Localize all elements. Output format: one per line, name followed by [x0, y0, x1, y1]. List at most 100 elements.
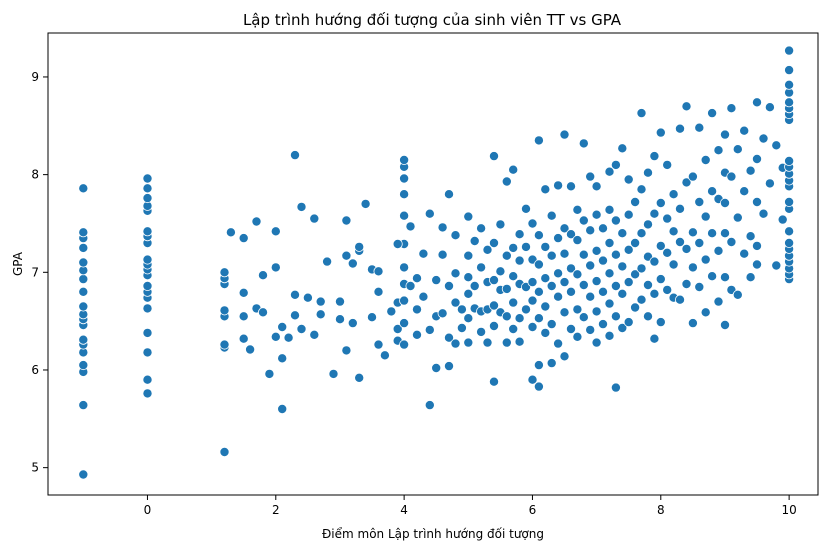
scatter-point: [591, 306, 602, 317]
scatter-point: [572, 304, 583, 315]
scatter-point: [636, 184, 647, 195]
scatter-point: [636, 294, 647, 305]
scatter-point: [482, 244, 493, 255]
scatter-point: [553, 338, 564, 349]
scatter-point: [649, 256, 660, 267]
scatter-point: [508, 323, 519, 334]
scatter-point: [527, 321, 538, 332]
scatter-point: [585, 225, 596, 236]
scatter-point: [257, 307, 268, 318]
x-axis-ticks: 0 2 4 6 8 10: [144, 495, 797, 517]
scatter-point: [476, 262, 487, 273]
scatter-point: [488, 237, 499, 248]
scatter-point: [533, 286, 544, 297]
scatter-point: [225, 227, 236, 238]
scatter-point: [687, 227, 698, 238]
scatter-point: [559, 248, 570, 259]
scatter-point: [726, 236, 737, 247]
scatter-point: [78, 286, 89, 297]
scatter-point: [514, 255, 525, 266]
scatter-point: [469, 235, 480, 246]
scatter-point: [752, 259, 763, 270]
scatter-point: [591, 245, 602, 256]
scatter-point: [649, 208, 660, 219]
y-tick-label: 7: [31, 265, 39, 279]
scatter-point: [649, 288, 660, 299]
scatter-point: [296, 323, 307, 334]
scatter-point: [752, 196, 763, 207]
scatter-point: [488, 300, 499, 311]
scatter-point: [142, 374, 153, 385]
scatter-point: [482, 337, 493, 348]
scatter-point: [521, 241, 532, 252]
scatter-point: [784, 155, 795, 166]
scatter-point: [78, 242, 89, 253]
scatter-point: [604, 298, 615, 309]
scatter-point: [270, 262, 281, 273]
scatter-point: [636, 228, 647, 239]
scatter-point: [720, 228, 731, 239]
scatter-point: [219, 446, 230, 457]
scatter-point: [566, 286, 577, 297]
scatter-point: [700, 154, 711, 165]
scatter-point: [617, 228, 628, 239]
scatter-point: [687, 171, 698, 182]
scatter-point: [476, 326, 487, 337]
scatter-point: [527, 277, 538, 288]
scatter-point: [508, 164, 519, 175]
scatter-point: [578, 138, 589, 149]
scatter-point: [720, 129, 731, 140]
scatter-point: [559, 307, 570, 318]
scatter-point: [700, 211, 711, 222]
scatter-point: [142, 183, 153, 194]
scatter-point: [360, 198, 371, 209]
scatter-point: [623, 317, 634, 328]
scatter-point: [379, 350, 390, 361]
scatter-point: [386, 306, 397, 317]
scatter-point: [591, 337, 602, 348]
scatter-point: [610, 311, 621, 322]
scatter-point: [784, 79, 795, 90]
scatter-point: [514, 229, 525, 240]
scatter-point: [508, 242, 519, 253]
scatter-point: [662, 247, 673, 258]
scatter-point: [681, 243, 692, 254]
scatter-point: [636, 108, 647, 119]
scatter-point: [630, 196, 641, 207]
scatter-point: [707, 271, 718, 282]
scatter-point: [488, 376, 499, 387]
scatter-point: [456, 322, 467, 333]
scatter-point: [450, 230, 461, 241]
x-tick-label: 8: [657, 503, 665, 517]
scatter-point: [392, 238, 403, 249]
scatter-point: [245, 344, 256, 355]
scatter-point: [726, 171, 737, 182]
scatter-point: [277, 353, 288, 364]
scatter-point: [572, 331, 583, 342]
scatter-point: [219, 305, 230, 316]
scatter-point: [405, 280, 416, 291]
scatter-point: [289, 289, 300, 300]
scatter-point: [501, 283, 512, 294]
scatter-point: [540, 241, 551, 252]
scatter-point: [527, 295, 538, 306]
x-tick-label: 2: [272, 503, 280, 517]
scatter-point: [713, 245, 724, 256]
y-axis-label: GPA: [11, 251, 25, 276]
chart-title: Lập trình hướng đối tượng của sinh viên …: [243, 11, 622, 29]
scatter-point: [142, 303, 153, 314]
scatter-point: [617, 288, 628, 299]
scatter-point: [533, 360, 544, 371]
scatter-point: [604, 204, 615, 215]
y-tick-label: 9: [31, 70, 39, 84]
scatter-point: [289, 150, 300, 161]
scatter-point: [546, 250, 557, 261]
x-tick-label: 10: [781, 503, 796, 517]
scatter-point: [411, 304, 422, 315]
scatter-point: [443, 189, 454, 200]
scatter-point: [591, 181, 602, 192]
scatter-point: [623, 209, 634, 220]
scatter-point: [431, 362, 442, 373]
scatter-point: [533, 313, 544, 324]
